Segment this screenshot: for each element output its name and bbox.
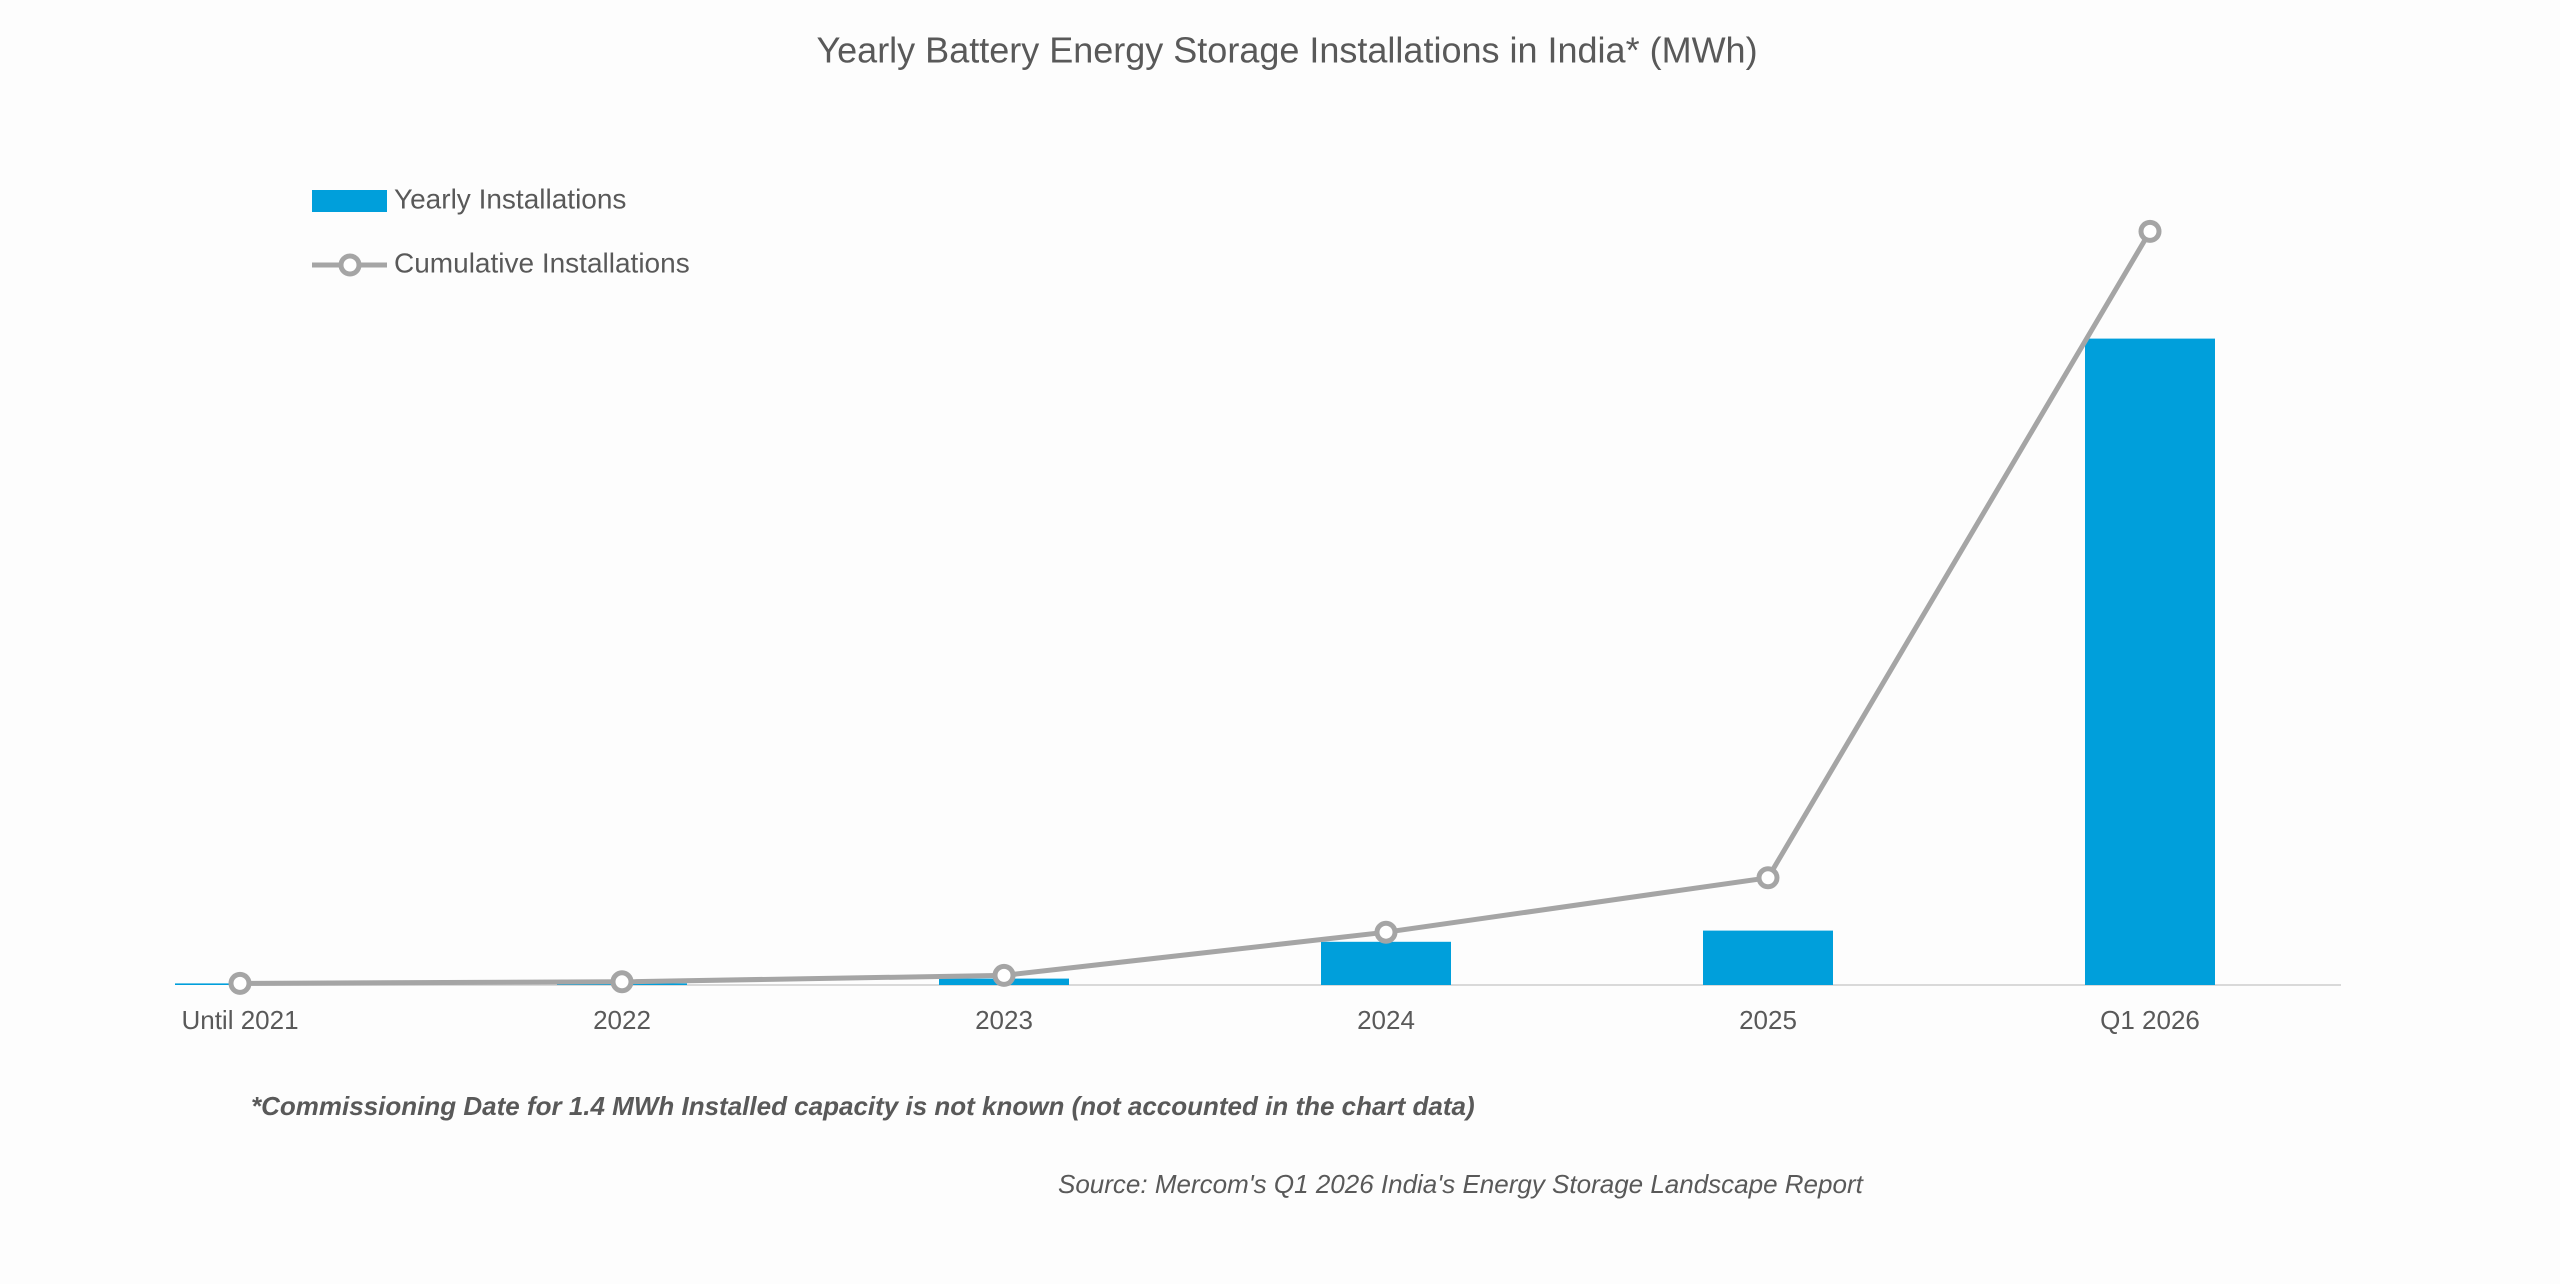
point: [228, 971, 252, 995]
point: [1374, 920, 1398, 944]
point: [2138, 219, 2162, 243]
bar: [1321, 941, 1451, 985]
source: Source: Mercom's Q1 2026 India's Energy …: [1058, 1169, 1865, 1199]
x-tick-label: 2024: [1357, 1005, 1415, 1035]
x-tick-label: Until 2021: [181, 1005, 298, 1035]
line: [239, 230, 2153, 986]
bar: [2085, 338, 2215, 986]
point: [610, 970, 634, 994]
legend-label: Yearly Installations: [394, 183, 626, 214]
legend-label: Cumulative Installations: [394, 247, 690, 278]
x-tick-label: Q1 2026: [2100, 1005, 2200, 1035]
legend-marker: [338, 253, 362, 277]
point: [1756, 866, 1780, 890]
bar: [1703, 930, 1833, 985]
footnote: *Commissioning Date for 1.4 MWh Installe…: [251, 1091, 1475, 1121]
x-tick-label: 2025: [1739, 1005, 1797, 1035]
x-tick-label: 2023: [975, 1005, 1033, 1035]
x-tick-label: 2022: [593, 1005, 651, 1035]
point: [992, 963, 1016, 987]
chart-title: Yearly Battery Energy Storage Installati…: [816, 30, 1757, 71]
legend-swatch: [312, 190, 387, 212]
